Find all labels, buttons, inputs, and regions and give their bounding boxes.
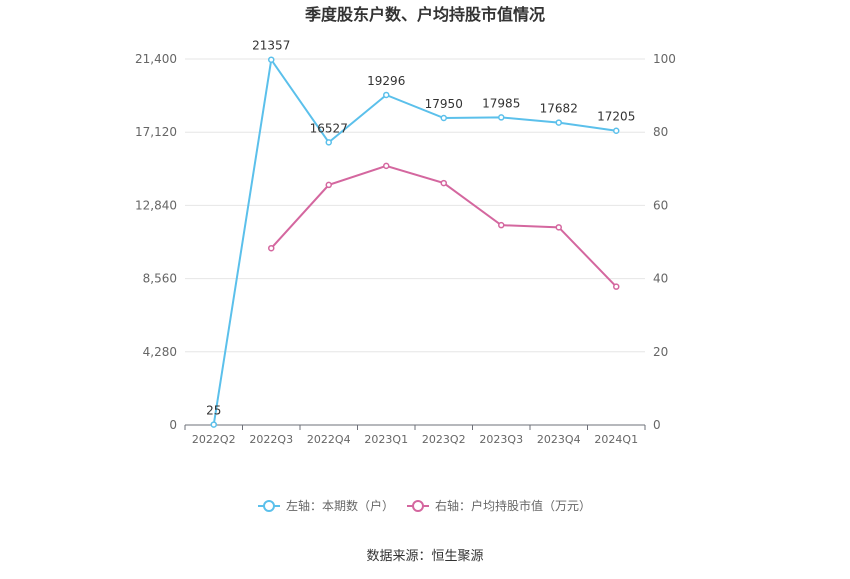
- x-tick-label: 2022Q2: [192, 433, 236, 446]
- right-tick-label: 60: [653, 198, 668, 212]
- legend-item-2[interactable]: 右轴：户均持股市值（万元）: [407, 498, 591, 513]
- data-point[interactable]: [613, 283, 620, 290]
- right-tick-label: 20: [653, 345, 668, 359]
- legend-label: 左轴：本期数（户）: [286, 498, 394, 513]
- data-label: 25: [206, 404, 221, 418]
- data-point[interactable]: [440, 179, 447, 187]
- data-point[interactable]: [325, 139, 332, 146]
- source-note: 数据来源：恒生聚源: [366, 549, 483, 564]
- series-line: [212, 57, 617, 425]
- data-label: 21357: [252, 39, 290, 53]
- data-point[interactable]: [555, 224, 562, 231]
- legend[interactable]: 左轴：本期数（户） 右轴：户均持股市值（万元）: [258, 498, 591, 513]
- x-tick-label: 2022Q4: [307, 433, 351, 446]
- data-point[interactable]: [613, 127, 620, 134]
- data-point[interactable]: [555, 119, 562, 126]
- data-label: 17205: [597, 110, 635, 124]
- right-tick-label: 0: [653, 418, 661, 432]
- series-2: [268, 162, 620, 290]
- chart-title: 季度股东户数、户均持股市值情况: [304, 5, 545, 24]
- x-tick-label: 2024Q1: [594, 433, 638, 446]
- legend-marker-icon: [263, 500, 275, 512]
- data-point[interactable]: [325, 181, 332, 189]
- left-tick-label: 8,560: [143, 272, 177, 286]
- x-tick-label: 2022Q3: [249, 433, 293, 446]
- left-tick-label: 4,280: [143, 345, 177, 359]
- legend-marker-icon: [412, 500, 424, 512]
- data-point[interactable]: [268, 244, 275, 252]
- data-point[interactable]: [210, 421, 217, 428]
- data-point[interactable]: [383, 162, 390, 170]
- left-tick-label: 0: [169, 418, 177, 432]
- left-tick-label: 21,400: [135, 52, 177, 66]
- legend-item-1[interactable]: 左轴：本期数（户）: [258, 498, 394, 513]
- data-label: 16527: [310, 121, 348, 135]
- right-tick-label: 100: [653, 52, 676, 66]
- data-point[interactable]: [268, 56, 275, 63]
- x-tick-label: 2023Q3: [479, 433, 523, 446]
- data-point[interactable]: [498, 114, 505, 121]
- series-1: 25 21357 16527 19296 17950 17985 17682 17205: [206, 39, 635, 428]
- left-tick-label: 12,840: [135, 198, 177, 212]
- right-axis: 0 20 40 60 80 100: [653, 52, 676, 432]
- data-label: 19296: [367, 74, 405, 88]
- x-tick-label: 2023Q4: [537, 433, 581, 446]
- x-tick-label: 2023Q2: [422, 433, 466, 446]
- legend-label: 右轴：户均持股市值（万元）: [435, 498, 591, 513]
- left-axis: 0 4,280 8,560 12,840 17,120 21,400: [135, 52, 177, 432]
- x-axis: 2022Q2 2022Q3 2022Q4 2023Q1 2023Q2 2023Q3 2023…: [184, 424, 646, 446]
- data-label: 17950: [425, 97, 463, 111]
- x-tick-label: 2023Q1: [364, 433, 408, 446]
- data-label: 17682: [540, 102, 578, 116]
- data-label: 17985: [482, 96, 520, 110]
- right-tick-label: 80: [653, 125, 668, 139]
- data-point[interactable]: [440, 114, 447, 122]
- data-point[interactable]: [383, 91, 390, 99]
- series-layer: 25 21357 16527 19296 17950 17985 17682 17205: [206, 39, 635, 428]
- left-tick-label: 17,120: [135, 125, 177, 139]
- right-tick-label: 40: [653, 272, 668, 286]
- data-point[interactable]: [498, 221, 505, 229]
